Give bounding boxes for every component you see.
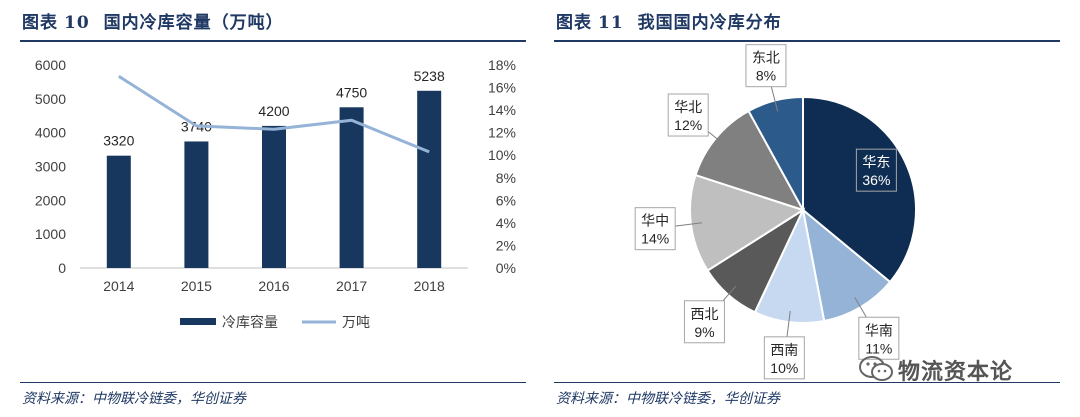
- growth-rate-line: [117, 75, 430, 154]
- label-box: [745, 44, 787, 88]
- bar: [262, 125, 286, 269]
- label-box: [667, 93, 709, 137]
- cold-storage-capacity-chart: 0 1000 2000 3000 4000 5000 6000 0% 2% 4% 6% 8% 10% 12…: [35, 57, 516, 330]
- y-right-tick-label: 8%: [496, 170, 516, 186]
- left-figure-number: 10: [64, 13, 90, 33]
- y-right-tick-label: 14%: [488, 102, 516, 118]
- bar-data-label: 5238: [414, 68, 445, 84]
- y-left-tick-label: 2000: [35, 192, 66, 208]
- slice-value-label: 11%: [865, 340, 892, 356]
- right-source-note: 资料来源：中物联冷链委，华创证券: [556, 391, 780, 407]
- left-title-rule: [20, 40, 526, 42]
- y-right-tick-label: 10%: [488, 147, 516, 163]
- bar: [106, 155, 131, 268]
- slice-value-label: 12%: [674, 117, 702, 133]
- slice-value-label: 8%: [756, 68, 776, 84]
- right-figure-label: 图表: [556, 13, 592, 33]
- legend-label-bar: 冷库容量: [222, 314, 278, 330]
- y-left-tick-label: 3000: [35, 159, 66, 175]
- slice-name-label: 华东: [862, 154, 890, 170]
- x-tick-label: 2017: [336, 278, 367, 294]
- bar-data-label: 4200: [258, 103, 289, 119]
- x-tick-label: 2016: [258, 278, 289, 294]
- bar: [339, 107, 364, 269]
- label-box: [763, 336, 805, 380]
- right-title-rule: [554, 40, 1060, 42]
- legend-swatch-bar: [180, 318, 216, 325]
- wechat-icon: [859, 356, 893, 381]
- x-tick-label: 2015: [181, 278, 212, 294]
- slice-name-label: 西南: [770, 342, 798, 358]
- label-box: [858, 316, 900, 360]
- x-tick-label: 2014: [103, 278, 134, 294]
- slice-value-label: 14%: [641, 231, 669, 247]
- left-source-note: 资料来源：中物联冷链委，华创证券: [22, 391, 246, 407]
- slice-name-label: 华南: [865, 322, 893, 338]
- label-box: [683, 300, 725, 344]
- y-left-tick-label: 4000: [35, 125, 66, 141]
- slice-value-label: 10%: [770, 360, 798, 376]
- left-source-rule: [20, 382, 526, 383]
- y-right-tick-label: 4%: [496, 215, 516, 231]
- slice-name-label: 西北: [690, 306, 718, 322]
- y-left-tick-label: 0: [58, 260, 66, 276]
- bar-data-label: 4750: [336, 84, 367, 100]
- y-left-tick-label: 6000: [35, 57, 66, 73]
- y-right-tick-label: 0%: [496, 260, 516, 276]
- slice-name-label: 华中: [641, 213, 669, 229]
- right-source-rule: [554, 382, 1060, 383]
- y-left-tick-label: 5000: [35, 91, 66, 107]
- y-right-tick-label: 6%: [496, 192, 516, 208]
- pie-slice: [802, 95, 917, 284]
- right-figure-number: 11: [598, 13, 624, 33]
- right-figure-title: 我国国内冷库分布: [637, 13, 782, 33]
- slice-value-label: 36%: [862, 172, 890, 188]
- watermark: 物流资本论: [858, 352, 1068, 388]
- slice-name-label: 东北: [752, 50, 780, 66]
- bar: [184, 141, 209, 268]
- legend-label-line: 万吨: [342, 314, 370, 330]
- bar: [417, 90, 442, 268]
- label-box: [855, 148, 897, 192]
- y-right-tick-label: 2%: [496, 237, 516, 253]
- watermark-text: 物流资本论: [898, 360, 1014, 385]
- y-right-tick-label: 18%: [488, 57, 516, 73]
- slice-name-label: 华北: [674, 99, 702, 115]
- bar-data-label: 3320: [103, 133, 134, 149]
- cold-storage-distribution-pie: 华东 36% 华南 11% 西南 10% 西北 9% 华中 14% 华北 12% 东北 8%: [634, 44, 917, 380]
- left-figure-title: 国内冷库容量（万吨）: [103, 13, 284, 33]
- y-left-tick-label: 1000: [35, 226, 66, 242]
- y-right-tick-label: 16%: [488, 80, 516, 96]
- right-chart-title: 图表 11 我国国内冷库分布: [556, 8, 782, 33]
- x-tick-label: 2018: [414, 278, 445, 294]
- y-right-tick-label: 12%: [488, 125, 516, 141]
- left-figure-label: 图表: [22, 13, 58, 33]
- slice-value-label: 9%: [694, 324, 714, 340]
- label-box: [634, 207, 676, 251]
- left-chart-title: 图表 10 国内冷库容量（万吨）: [22, 8, 284, 33]
